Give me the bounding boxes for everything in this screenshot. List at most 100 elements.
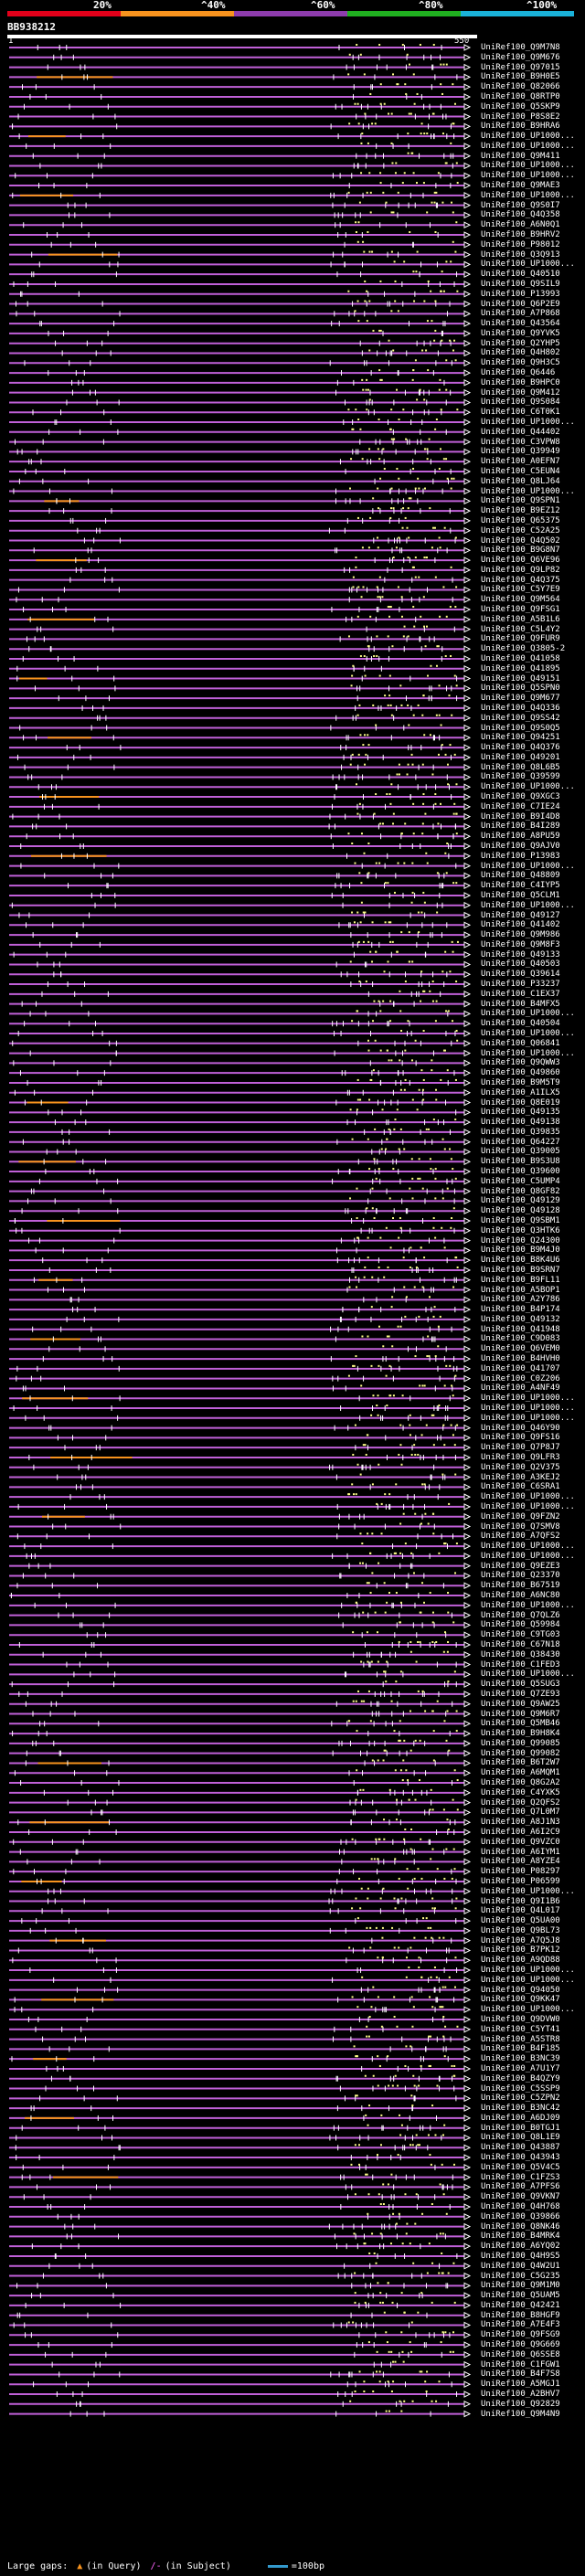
hit-accession[interactable]: UniRef100_A6DJ09 bbox=[481, 2113, 560, 2123]
hit-accession[interactable]: UniRef100_Q9M8F3 bbox=[481, 939, 560, 949]
hit-accession[interactable]: UniRef100_C0Z206 bbox=[481, 1373, 560, 1383]
hit-accession[interactable]: UniRef100_Q7L0M7 bbox=[481, 1807, 560, 1818]
hit-accession[interactable]: UniRef100_C1FED3 bbox=[481, 1659, 560, 1670]
hit-accession[interactable]: UniRef100_UP1000... bbox=[481, 260, 575, 270]
hit-accession[interactable]: UniRef100_Q9M6R7 bbox=[481, 1709, 560, 1719]
hit-accession[interactable]: UniRef100_Q40503 bbox=[481, 959, 560, 970]
hit-accession[interactable]: UniRef100_C9TG03 bbox=[481, 1630, 560, 1640]
hit-accession[interactable]: UniRef100_B9SRN7 bbox=[481, 1265, 560, 1275]
hit-accession[interactable]: UniRef100_Q82066 bbox=[481, 82, 560, 92]
hit-accession[interactable]: UniRef100_C5SSP9 bbox=[481, 2083, 560, 2094]
hit-accession[interactable]: UniRef100_C6SRA1 bbox=[481, 1482, 560, 1492]
hit-accession[interactable]: UniRef100_Q99082 bbox=[481, 1748, 560, 1758]
hit-accession[interactable]: UniRef100_Q9KK47 bbox=[481, 1995, 560, 2005]
hit-accession[interactable]: UniRef100_Q4H802 bbox=[481, 348, 560, 358]
hit-accession[interactable]: UniRef100_Q9SIL9 bbox=[481, 279, 560, 289]
hit-accession[interactable]: UniRef100_Q49127 bbox=[481, 910, 560, 920]
hit-accession[interactable]: UniRef100_Q39866 bbox=[481, 2211, 560, 2221]
hit-accession[interactable]: UniRef100_Q39005 bbox=[481, 1147, 560, 1157]
hit-accession[interactable]: UniRef100_UP1000... bbox=[481, 1886, 575, 1896]
hit-accession[interactable]: UniRef100_C67N18 bbox=[481, 1639, 560, 1649]
hit-accession[interactable]: UniRef100_B4MRK4 bbox=[481, 2231, 560, 2242]
hit-accession[interactable]: UniRef100_Q4Q375 bbox=[481, 575, 560, 585]
hit-accession[interactable]: UniRef100_Q4L017 bbox=[481, 1906, 560, 1916]
hit-accession[interactable]: UniRef100_Q4H9S5 bbox=[481, 2251, 560, 2261]
hit-accession[interactable]: UniRef100_A5B1L6 bbox=[481, 614, 560, 624]
hit-accession[interactable]: UniRef100_Q48809 bbox=[481, 871, 560, 881]
hit-accession[interactable]: UniRef100_Q4Q336 bbox=[481, 703, 560, 713]
hit-accession[interactable]: UniRef100_C4YXK5 bbox=[481, 1787, 560, 1797]
hit-accession[interactable]: UniRef100_Q49128 bbox=[481, 1206, 560, 1216]
hit-accession[interactable]: UniRef100_P8S8E2 bbox=[481, 111, 560, 122]
hit-accession[interactable]: UniRef100_B9S3U8 bbox=[481, 1157, 560, 1167]
hit-accession[interactable]: UniRef100_A8PU59 bbox=[481, 832, 560, 842]
hit-accession[interactable]: UniRef100_UP1000... bbox=[481, 1029, 575, 1038]
hit-accession[interactable]: UniRef100_A5BOP1 bbox=[481, 1285, 560, 1295]
hit-accession[interactable]: UniRef100_Q94251 bbox=[481, 733, 560, 743]
hit-accession[interactable]: UniRef100_Q92829 bbox=[481, 2399, 560, 2409]
hit-accession[interactable]: UniRef100_B3NC42 bbox=[481, 2104, 560, 2114]
hit-accession[interactable]: UniRef100_A7PFS6 bbox=[481, 2182, 560, 2192]
hit-accession[interactable]: UniRef100_B9FL11 bbox=[481, 1275, 560, 1285]
hit-accession[interactable]: UniRef100_Q9EZE3 bbox=[481, 1561, 560, 1571]
hit-accession[interactable]: UniRef100_Q8RTP0 bbox=[481, 91, 560, 101]
hit-accession[interactable]: UniRef100_B8HGF9 bbox=[481, 2310, 560, 2320]
hit-accession[interactable]: UniRef100_Q9M986 bbox=[481, 930, 560, 940]
hit-accession[interactable]: UniRef100_Q7SMV8 bbox=[481, 1521, 560, 1532]
hit-accession[interactable]: UniRef100_Q6VE96 bbox=[481, 556, 560, 566]
hit-accession[interactable]: UniRef100_Q9SPN1 bbox=[481, 496, 560, 506]
hit-accession[interactable]: UniRef100_B4MFX5 bbox=[481, 999, 560, 1009]
hit-accession[interactable]: UniRef100_UP1000... bbox=[481, 1551, 575, 1561]
hit-accession[interactable]: UniRef100_Q9FSG1 bbox=[481, 605, 560, 615]
hit-accession[interactable]: UniRef100_Q8E019 bbox=[481, 1097, 560, 1108]
hit-accession[interactable]: UniRef100_Q9YVK5 bbox=[481, 328, 560, 338]
hit-accession[interactable]: UniRef100_A7QFS2 bbox=[481, 1532, 560, 1542]
hit-accession[interactable]: UniRef100_Q41058 bbox=[481, 653, 560, 663]
hit-accession[interactable]: UniRef100_P13993 bbox=[481, 289, 560, 299]
hit-accession[interactable]: UniRef100_Q8NK46 bbox=[481, 2221, 560, 2231]
hit-accession[interactable]: UniRef100_P13983 bbox=[481, 851, 560, 861]
hit-accession[interactable]: UniRef100_Q9FS16 bbox=[481, 1433, 560, 1443]
hit-accession[interactable]: UniRef100_UP1000... bbox=[481, 1394, 575, 1404]
hit-accession[interactable]: UniRef100_Q40504 bbox=[481, 1019, 560, 1029]
hit-accession[interactable]: UniRef100_UP1000... bbox=[481, 141, 575, 151]
hit-accession[interactable]: UniRef100_Q9FZN2 bbox=[481, 1511, 560, 1521]
hit-accession[interactable]: UniRef100_Q39599 bbox=[481, 772, 560, 782]
hit-accession[interactable]: UniRef100_Q4Q358 bbox=[481, 210, 560, 220]
hit-accession[interactable]: UniRef100_Q5UA00 bbox=[481, 1916, 560, 1926]
hit-accession[interactable]: UniRef100_Q41707 bbox=[481, 1363, 560, 1373]
hit-accession[interactable]: UniRef100_UP1000... bbox=[481, 1542, 575, 1552]
hit-accession[interactable]: UniRef100_A7E4F3 bbox=[481, 2320, 560, 2330]
hit-accession[interactable]: UniRef100_B3NC39 bbox=[481, 2054, 560, 2064]
hit-accession[interactable]: UniRef100_UP1000... bbox=[481, 1404, 575, 1414]
hit-accession[interactable]: UniRef100_Q40510 bbox=[481, 270, 560, 280]
hit-accession[interactable]: UniRef100_Q9M1M0 bbox=[481, 2281, 560, 2291]
hit-accession[interactable]: UniRef100_Q8L1E9 bbox=[481, 2133, 560, 2143]
hit-accession[interactable]: UniRef100_Q9DVW0 bbox=[481, 2015, 560, 2024]
hit-accession[interactable]: UniRef100_C3VPW8 bbox=[481, 437, 560, 447]
hit-accession[interactable]: UniRef100_Q6SSE8 bbox=[481, 2349, 560, 2359]
hit-accession[interactable]: UniRef100_Q5SPN0 bbox=[481, 684, 560, 694]
hit-accession[interactable]: UniRef100_C1FZS3 bbox=[481, 2172, 560, 2182]
hit-accession[interactable]: UniRef100_Q9H3C5 bbox=[481, 358, 560, 368]
hit-accession[interactable]: UniRef100_P08297 bbox=[481, 1867, 560, 1877]
hit-accession[interactable]: UniRef100_Q4W2U1 bbox=[481, 2261, 560, 2271]
hit-accession[interactable]: UniRef100_A6YQ02 bbox=[481, 2242, 560, 2252]
hit-accession[interactable]: UniRef100_C5EUN4 bbox=[481, 466, 560, 476]
hit-accession[interactable]: UniRef100_UP1000... bbox=[481, 418, 575, 428]
hit-accession[interactable]: UniRef100_UP1000... bbox=[481, 1501, 575, 1511]
hit-accession[interactable]: UniRef100_Q6446 bbox=[481, 368, 556, 378]
hit-accession[interactable]: UniRef100_UP1000... bbox=[481, 132, 575, 142]
hit-accession[interactable]: UniRef100_C5UMP4 bbox=[481, 1176, 560, 1186]
hit-accession[interactable]: UniRef100_Q49151 bbox=[481, 673, 560, 684]
hit-accession[interactable]: UniRef100_Q9S084 bbox=[481, 398, 560, 408]
hit-accession[interactable]: UniRef100_Q9M676 bbox=[481, 52, 560, 62]
hit-accession[interactable]: UniRef100_Q4H768 bbox=[481, 2202, 560, 2211]
hit-accession[interactable]: UniRef100_B9EZ12 bbox=[481, 506, 560, 516]
hit-accession[interactable]: UniRef100_UP1000... bbox=[481, 1009, 575, 1019]
hit-accession[interactable]: UniRef100_Q3805-2 bbox=[481, 644, 566, 654]
hit-accession[interactable]: UniRef100_Q46Y90 bbox=[481, 1423, 560, 1433]
hit-accession[interactable]: UniRef100_Q06841 bbox=[481, 1038, 560, 1048]
hit-accession[interactable]: UniRef100_Q9S0Q5 bbox=[481, 723, 560, 733]
hit-accession[interactable]: UniRef100_Q49133 bbox=[481, 949, 560, 959]
